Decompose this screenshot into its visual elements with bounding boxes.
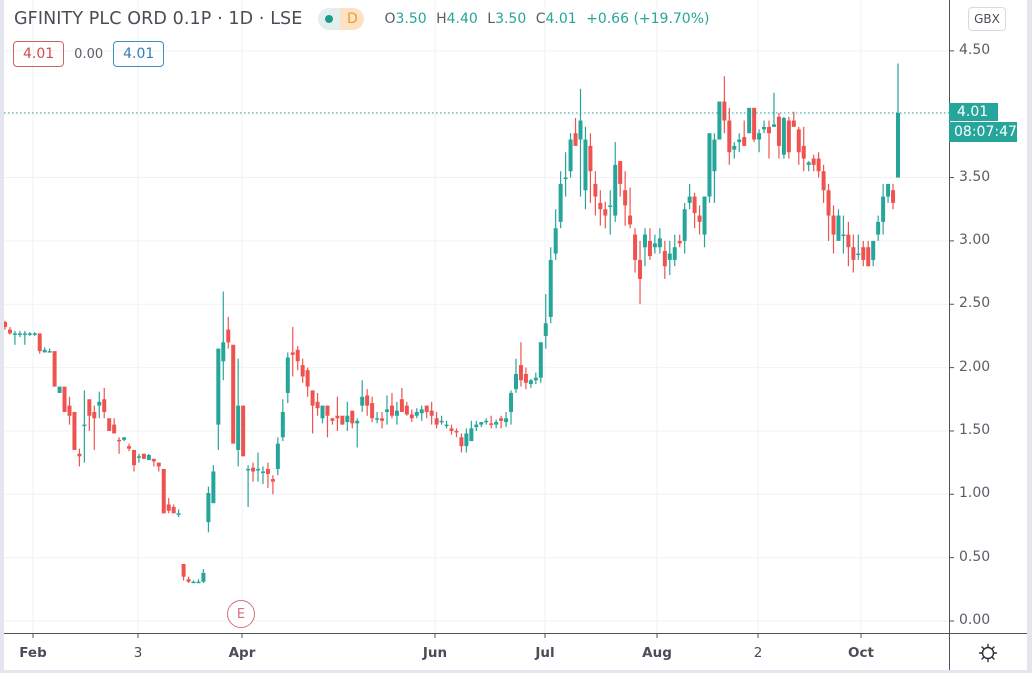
open-key: O (384, 11, 396, 27)
price-axis-label: 0.00 (959, 612, 991, 628)
price-axis-label: 3.50 (959, 168, 991, 185)
ohlc-values: O3.50 H4.40 L3.50 C4.01 +0.66 (+19.70%) (384, 11, 714, 27)
left-border (0, 0, 4, 673)
settings-gear-icon[interactable] (978, 643, 998, 663)
high-value: 4.40 (446, 11, 478, 27)
price-axis-label: 4.50 (959, 41, 991, 58)
time-axis-label: Oct (848, 645, 874, 661)
high-key: H (436, 11, 447, 27)
time-axis-label: Jun (422, 645, 448, 661)
current-price-label: 4.01 (949, 103, 998, 121)
low-value: 3.50 (495, 11, 527, 27)
price-axis-label: 2.00 (959, 358, 991, 375)
time-axis-label: Jul (535, 645, 555, 661)
close-value: 4.01 (545, 11, 577, 27)
time-axis-label: 2 (753, 645, 763, 661)
time-axis-label: Feb (19, 645, 47, 661)
low-key: L (487, 11, 496, 27)
symbol-title[interactable]: GFINITY PLC ORD 0.1P · 1D · LSE (14, 9, 303, 29)
bottom-border (0, 670, 1032, 673)
currency-button[interactable]: GBX (968, 7, 1006, 31)
bar-countdown-label: 08:07:47 (949, 122, 1017, 142)
close-key: C (535, 11, 546, 27)
time-axis-label: 3 (133, 645, 143, 661)
change-value: +0.66 (+19.70%) (586, 11, 710, 27)
open-value: 3.50 (395, 11, 427, 27)
price-axis-label: 0.50 (959, 548, 991, 565)
bid-ask-row: 4.01 0.00 4.01 (13, 41, 165, 67)
time-axis-label: Aug (642, 645, 672, 661)
dividend-badge: D (340, 8, 365, 30)
price-axis-label: 2.50 (959, 295, 991, 312)
market-status-dot-icon (318, 8, 341, 30)
right-border (1027, 0, 1032, 673)
buy-price-button[interactable]: 4.01 (113, 41, 165, 67)
earnings-event-marker[interactable]: E (227, 600, 255, 628)
price-axis-label: 1.50 (959, 421, 991, 438)
price-axis-label: 3.00 (959, 231, 991, 248)
price-axis-label: 1.00 (959, 485, 991, 502)
status-pill[interactable]: D (318, 8, 365, 30)
spread-value: 0.00 (74, 46, 104, 62)
sell-price-button[interactable]: 4.01 (13, 41, 65, 67)
time-axis-label: Apr (228, 645, 256, 661)
chart-legend: GFINITY PLC ORD 0.1P · 1D · LSE D O3.50 … (14, 8, 714, 30)
